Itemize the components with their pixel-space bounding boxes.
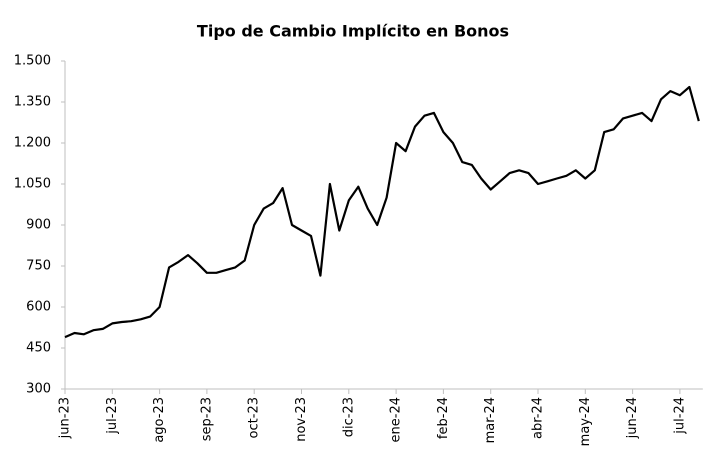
x-tick-label: abr-24 (531, 397, 546, 439)
x-tick-label: sep-23 (199, 397, 214, 441)
y-tick-label: 600 (26, 300, 51, 315)
x-tick-label: dic-23 (341, 397, 356, 437)
x-tick-label: jun-23 (58, 397, 73, 439)
x-tick-label: jul-23 (105, 397, 120, 435)
x-tick-label: ene-24 (389, 397, 404, 442)
line-series (64, 85, 700, 339)
y-tick-label: 1.050 (14, 177, 51, 192)
x-tick-label: feb-24 (436, 397, 451, 439)
x-tick-label: nov-23 (294, 397, 309, 442)
y-tick-label: 1.500 (14, 54, 51, 69)
y-tick-label: 1.200 (14, 136, 51, 151)
y-tick-label: 450 (26, 341, 51, 356)
y-tick-label: 1.350 (14, 95, 51, 110)
x-tick-label: mar-24 (483, 397, 498, 443)
chart-title: Tipo de Cambio Implícito en Bonos (197, 22, 509, 41)
y-tick-label: 750 (26, 259, 51, 274)
x-tick-label: jun-24 (625, 397, 640, 439)
x-tick-label: oct-23 (247, 397, 262, 438)
x-tick-label: jul-24 (672, 397, 687, 435)
y-tick-label: 300 (26, 382, 51, 397)
x-tick-label: may-24 (578, 397, 593, 446)
y-tick-label: 900 (26, 218, 51, 233)
x-tick-label: ago-23 (152, 397, 167, 443)
